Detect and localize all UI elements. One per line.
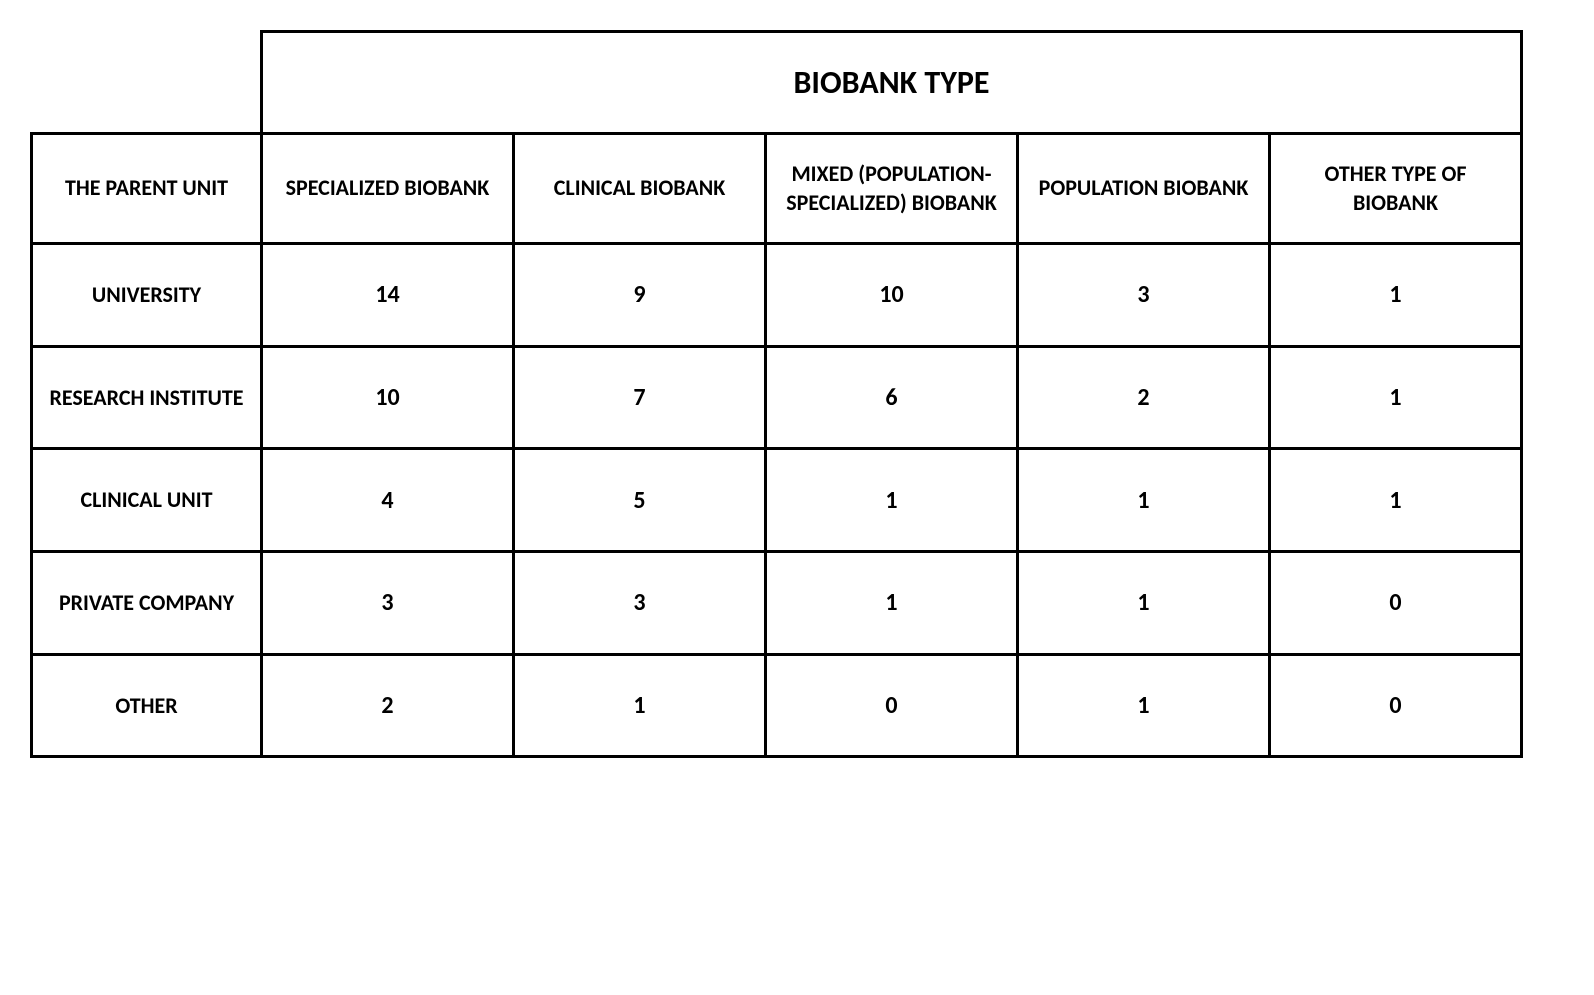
data-cell: 5 <box>514 449 766 552</box>
data-cell: 9 <box>514 244 766 347</box>
column-header-cell: POPULATION BIOBANK <box>1018 134 1270 244</box>
data-cell: 1 <box>514 654 766 757</box>
column-header-cell: OTHER TYPE OF BIOBANK <box>1270 134 1522 244</box>
data-cell: 2 <box>1018 346 1270 449</box>
data-cell: 1 <box>766 551 1018 654</box>
row-header-cell: UNIVERSITY <box>32 244 262 347</box>
data-cell: 0 <box>1270 551 1522 654</box>
data-cell: 10 <box>262 346 514 449</box>
table-row: PRIVATE COMPANY 3 3 1 1 0 <box>32 551 1522 654</box>
data-cell: 1 <box>766 449 1018 552</box>
data-cell: 7 <box>514 346 766 449</box>
data-cell: 1 <box>1270 346 1522 449</box>
biobank-table: BIOBANK TYPE THE PARENT UNIT SPECIALIZED… <box>30 30 1523 758</box>
table-row: RESEARCH INSTITUTE 10 7 6 2 1 <box>32 346 1522 449</box>
super-header-cell: BIOBANK TYPE <box>262 32 1522 134</box>
row-header-cell: OTHER <box>32 654 262 757</box>
data-cell: 1 <box>1018 449 1270 552</box>
row-header-cell: PRIVATE COMPANY <box>32 551 262 654</box>
data-cell: 1 <box>1018 551 1270 654</box>
column-header-cell: MIXED (POPULATION-SPECIALIZED) BIOBANK <box>766 134 1018 244</box>
data-cell: 0 <box>1270 654 1522 757</box>
data-cell: 3 <box>1018 244 1270 347</box>
data-cell: 1 <box>1270 244 1522 347</box>
table-row: CLINICAL UNIT 4 5 1 1 1 <box>32 449 1522 552</box>
column-header-cell: CLINICAL BIOBANK <box>514 134 766 244</box>
data-cell: 1 <box>1270 449 1522 552</box>
data-cell: 3 <box>514 551 766 654</box>
empty-corner-cell <box>32 32 262 134</box>
biobank-table-container: BIOBANK TYPE THE PARENT UNIT SPECIALIZED… <box>30 30 1523 758</box>
row-header-cell: CLINICAL UNIT <box>32 449 262 552</box>
table-row: UNIVERSITY 14 9 10 3 1 <box>32 244 1522 347</box>
data-cell: 3 <box>262 551 514 654</box>
data-cell: 6 <box>766 346 1018 449</box>
table-row: OTHER 2 1 0 1 0 <box>32 654 1522 757</box>
data-cell: 2 <box>262 654 514 757</box>
data-cell: 14 <box>262 244 514 347</box>
super-header-row: BIOBANK TYPE <box>32 32 1522 134</box>
column-header-row: THE PARENT UNIT SPECIALIZED BIOBANK CLIN… <box>32 134 1522 244</box>
column-header-cell: SPECIALIZED BIOBANK <box>262 134 514 244</box>
row-header-cell: RESEARCH INSTITUTE <box>32 346 262 449</box>
data-cell: 0 <box>766 654 1018 757</box>
row-header-title-cell: THE PARENT UNIT <box>32 134 262 244</box>
data-cell: 1 <box>1018 654 1270 757</box>
data-cell: 4 <box>262 449 514 552</box>
data-cell: 10 <box>766 244 1018 347</box>
